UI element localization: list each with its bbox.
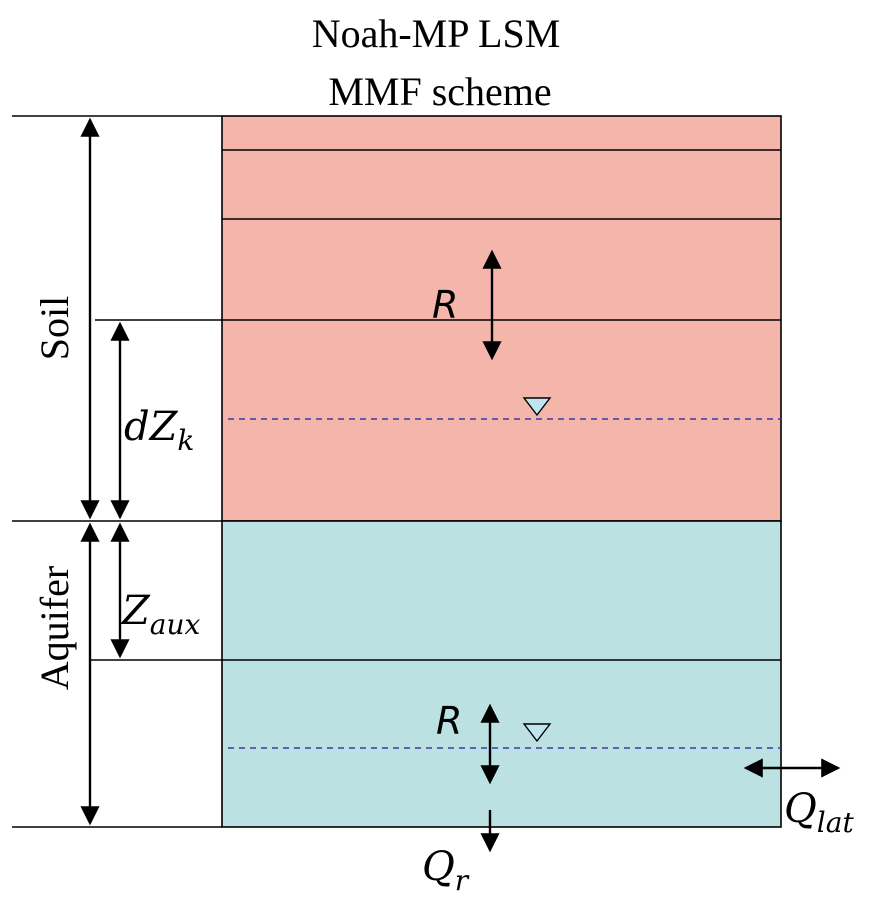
recharge-symbol-upper: R xyxy=(432,283,458,327)
title-line-1: Noah-MP LSM xyxy=(312,11,561,56)
qlat-base: Q xyxy=(784,786,817,832)
recharge-symbol-lower: R xyxy=(436,699,462,743)
zaux-symbol: Zaux xyxy=(120,588,201,641)
dzk-subscript: k xyxy=(177,424,194,457)
aquifer-column xyxy=(221,520,782,828)
qr-subscript: r xyxy=(455,864,470,897)
zaux-base: Z xyxy=(120,588,151,634)
qlat-symbol: Qlat xyxy=(784,786,854,839)
water-table-triangle-icon xyxy=(522,723,552,743)
qlat-subscript: lat xyxy=(817,806,855,839)
soil-column xyxy=(221,115,782,522)
soil-label: Soil xyxy=(32,296,77,360)
aquifer-label: Aquifer xyxy=(32,566,77,690)
dzk-symbol: dZk xyxy=(124,404,194,457)
dzk-base: dZ xyxy=(124,404,179,450)
water-table-triangle-icon xyxy=(522,397,552,417)
title-line-2: MMF scheme xyxy=(328,69,551,114)
qr-symbol: Qr xyxy=(422,844,470,897)
zaux-subscript: aux xyxy=(150,608,201,641)
qr-base: Q xyxy=(422,844,455,890)
